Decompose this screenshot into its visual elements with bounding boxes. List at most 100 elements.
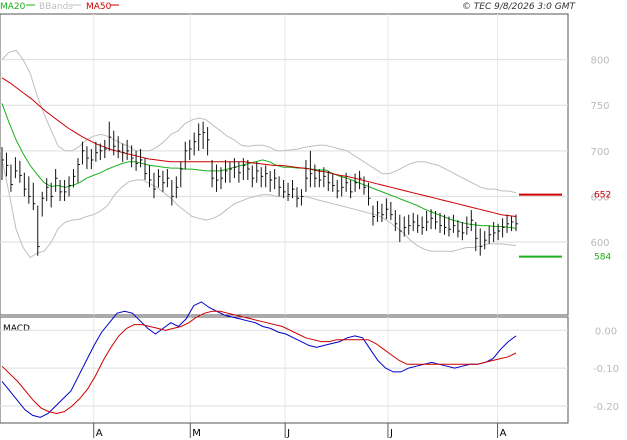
x-tick-label: A [500, 428, 507, 439]
ohlc-bar [1, 147, 4, 181]
ohlc-bar [479, 228, 483, 256]
ohlc-bar [305, 159, 308, 192]
ohlc-bar [81, 141, 85, 165]
ohlc-bar [430, 209, 434, 230]
ohlc-bar [184, 141, 188, 170]
ohlc-bar [46, 178, 49, 201]
ohlc-bar [412, 212, 416, 232]
x-tick-label: A [96, 428, 103, 439]
ohlc-bar [283, 180, 286, 199]
ohlc-bar [140, 148, 143, 168]
ohlc-bar [189, 139, 192, 160]
ohlc-bar [426, 211, 429, 232]
ohlc-bar [359, 170, 362, 190]
chart-legend: MA20 BBands MA50 [0, 2, 119, 12]
ohlc-bar [506, 214, 510, 233]
ohlc-bar [95, 141, 98, 162]
ohlc-bar [443, 214, 447, 235]
ohlc-bar [117, 136, 121, 159]
ohlc-bar [381, 203, 384, 222]
ohlc-bar [64, 180, 67, 201]
macd-y-tick-label: 0.00 [595, 326, 617, 337]
macd-y-tick-label: -0.10 [593, 364, 619, 375]
ohlc-bar [354, 173, 358, 192]
ohlc-bar [73, 169, 76, 188]
ohlc-bar [488, 225, 492, 244]
ohlc-bar [23, 172, 27, 197]
ohlc-bar [368, 182, 371, 206]
ohlc-bar [135, 150, 139, 171]
ohlc-bar [376, 200, 380, 222]
ohlc-bar [247, 159, 250, 181]
ohlc-bar [108, 121, 112, 151]
macd-panel-frame [0, 316, 569, 424]
series-line-bb-upper [1, 49, 517, 194]
price-y-tick-label: 800 [590, 56, 609, 67]
macd-title: MACD [3, 324, 30, 334]
ohlc-bar [309, 150, 313, 188]
ohlc-bar [99, 143, 103, 160]
ohlc-bar [318, 169, 322, 188]
ohlc-bar [37, 205, 40, 256]
ohlc-bar [515, 214, 518, 232]
ohlc-bar [113, 130, 116, 156]
ohlc-bar [300, 189, 304, 206]
ohlc-bar [278, 176, 282, 197]
ohlc-bar [372, 205, 375, 226]
ohlc-bar [193, 132, 197, 156]
ohlc-bar [144, 158, 148, 181]
ohlc-bar [171, 180, 174, 206]
ohlc-bar [157, 169, 161, 188]
ohlc-bar [202, 121, 206, 149]
ohlc-bar [390, 201, 393, 221]
macd-panel: MACD 0.00 -0.10 -0.20 [0, 301, 619, 424]
ohlc-bar [242, 158, 246, 181]
ohlc-bar [104, 139, 107, 159]
ohlc-bar [475, 221, 478, 252]
ohlc-bar [332, 173, 335, 192]
ohlc-bar [162, 170, 165, 192]
ohlc-bar [274, 169, 277, 190]
ohlc-bar [50, 182, 54, 208]
ohlc-bar [10, 164, 13, 192]
ohlc-bar [363, 176, 367, 195]
ohlc-bar [90, 148, 94, 170]
copyright-text: © TEC 9/8/2026 3:0 GMT [462, 2, 577, 12]
level-label-584: 584 [594, 253, 611, 263]
ohlc-bar [251, 165, 255, 188]
ohlc-bar [452, 214, 456, 233]
macd-series-signal [1, 310, 517, 415]
ohlc-bar [403, 216, 407, 237]
ohlc-bar [77, 158, 80, 183]
ohlc-bar [224, 159, 228, 183]
ohlc-bar [131, 145, 134, 168]
price-y-tick-label: 600 [590, 238, 609, 249]
ohlc-bar [260, 167, 264, 188]
ohlc-bar [461, 221, 465, 241]
ohlc-bar [466, 216, 469, 235]
ohlc-bar [385, 198, 389, 220]
ohlc-bar [207, 127, 210, 156]
ohlc-bar [175, 176, 179, 199]
ohlc-bar [41, 191, 45, 217]
ohlc-bar [417, 214, 420, 233]
ohlc-bar [153, 172, 156, 199]
legend-ma20-label: MA20 [0, 2, 26, 12]
price-panel-frame [0, 13, 569, 316]
ohlc-bar [68, 176, 72, 197]
ohlc-bar [269, 170, 273, 192]
ohlc-bar [448, 216, 451, 237]
x-tick-label: M [192, 428, 201, 439]
price-panel: 600 650 700 750 800 652 584 [0, 13, 611, 316]
ohlc-bar [350, 180, 353, 199]
price-y-tick-label: 750 [590, 101, 609, 112]
ohlc-bar [122, 143, 125, 162]
series-line-ma50 [1, 77, 517, 217]
ohlc-bar [55, 169, 58, 192]
ohlc-bar [484, 231, 487, 250]
level-label-652: 652 [594, 191, 611, 201]
ohlc-bar [32, 182, 36, 211]
macd-series-macd [1, 301, 517, 418]
ohlc-bar [229, 161, 232, 183]
ohlc-bar [497, 223, 501, 241]
